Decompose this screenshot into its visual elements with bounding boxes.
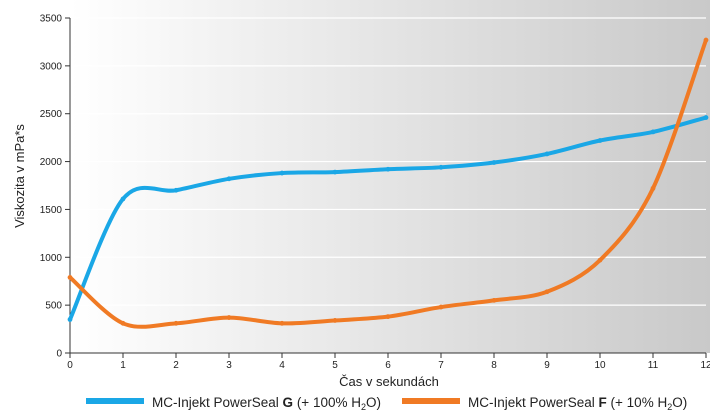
series-0-point [544, 151, 550, 157]
series-1-point [544, 289, 550, 295]
series-1-point [67, 274, 73, 280]
series-1-point [491, 297, 497, 303]
series-1-point [120, 320, 126, 326]
series-1-point [385, 314, 391, 320]
legend-label-0: MC-Injekt PowerSeal G (+ 100% H2O) [152, 395, 381, 412]
series-1-point [703, 37, 709, 43]
series-1-point [226, 315, 232, 320]
x-tick-label: 2 [173, 360, 179, 371]
y-tick-label: 1500 [40, 205, 63, 216]
legend-text-part: O) [672, 395, 687, 410]
y-tick-label: 2500 [40, 109, 63, 120]
series-1-point [332, 318, 338, 323]
x-tick-label: 9 [544, 360, 550, 371]
x-tick-label: 4 [279, 360, 285, 371]
y-tick-label: 0 [56, 349, 62, 360]
legend-text-part: (+ 100% H [293, 395, 361, 410]
legend-text-part: O) [366, 395, 381, 410]
y-tick-label: 1000 [40, 253, 63, 264]
series-layer [67, 37, 709, 329]
legend-text-part: 2 [667, 402, 672, 412]
series-1-point [279, 320, 285, 326]
legend: MC-Injekt PowerSeal G (+ 100% H2O) MC-Inj… [86, 395, 687, 412]
legend-text-part: MC-Injekt PowerSeal [152, 395, 283, 410]
x-tick-label: 11 [648, 360, 659, 371]
x-tick-label: 3 [226, 360, 232, 371]
series-0-point [120, 196, 126, 202]
legend-text-part: G [283, 395, 294, 410]
series-0-point [226, 176, 232, 182]
series-1-point [650, 185, 656, 191]
x-tick-label: 7 [438, 360, 444, 371]
series-0-point [703, 115, 709, 120]
series-0-point [279, 170, 285, 176]
legend-text-part: (+ 10% H [607, 395, 667, 410]
series-1-point [438, 304, 444, 310]
series-0-point [332, 169, 338, 175]
x-tick-label: 0 [67, 360, 73, 371]
x-axis-title: Čas v sekundách [339, 374, 439, 389]
series-0-point [597, 138, 603, 143]
x-tick-label: 10 [594, 360, 606, 371]
grid [70, 17, 706, 306]
x-tick-label: 6 [385, 360, 391, 371]
legend-text-part: 2 [361, 402, 366, 412]
y-tick-label: 3500 [40, 14, 63, 25]
series-1-point [597, 257, 603, 263]
legend-swatch-1 [402, 398, 460, 404]
x-tick-label: 5 [332, 360, 338, 371]
plot-background [70, 0, 710, 353]
series-0-point [438, 164, 444, 170]
series-0-point [67, 317, 73, 322]
axes [65, 17, 707, 358]
legend-text-part: F [599, 395, 607, 410]
x-tick-label: 1 [120, 360, 126, 371]
legend-label-1: MC-Injekt PowerSeal F (+ 10% H2O) [468, 395, 687, 412]
y-axis-title: Viskozita v mPa*s [12, 124, 27, 228]
y-tick-label: 3000 [40, 61, 63, 72]
x-tick-label: 12 [700, 360, 710, 371]
x-tick-label: 8 [491, 360, 497, 371]
series-0-point [385, 166, 391, 172]
y-tick-label: 500 [45, 301, 62, 312]
y-tick-label: 2000 [40, 157, 63, 168]
series-0-point [491, 160, 497, 165]
legend-text-part: MC-Injekt PowerSeal [468, 395, 599, 410]
series-0-point [173, 187, 179, 193]
series-1-point [173, 320, 179, 326]
legend-swatch-0 [86, 398, 144, 404]
series-0-point [650, 129, 656, 135]
